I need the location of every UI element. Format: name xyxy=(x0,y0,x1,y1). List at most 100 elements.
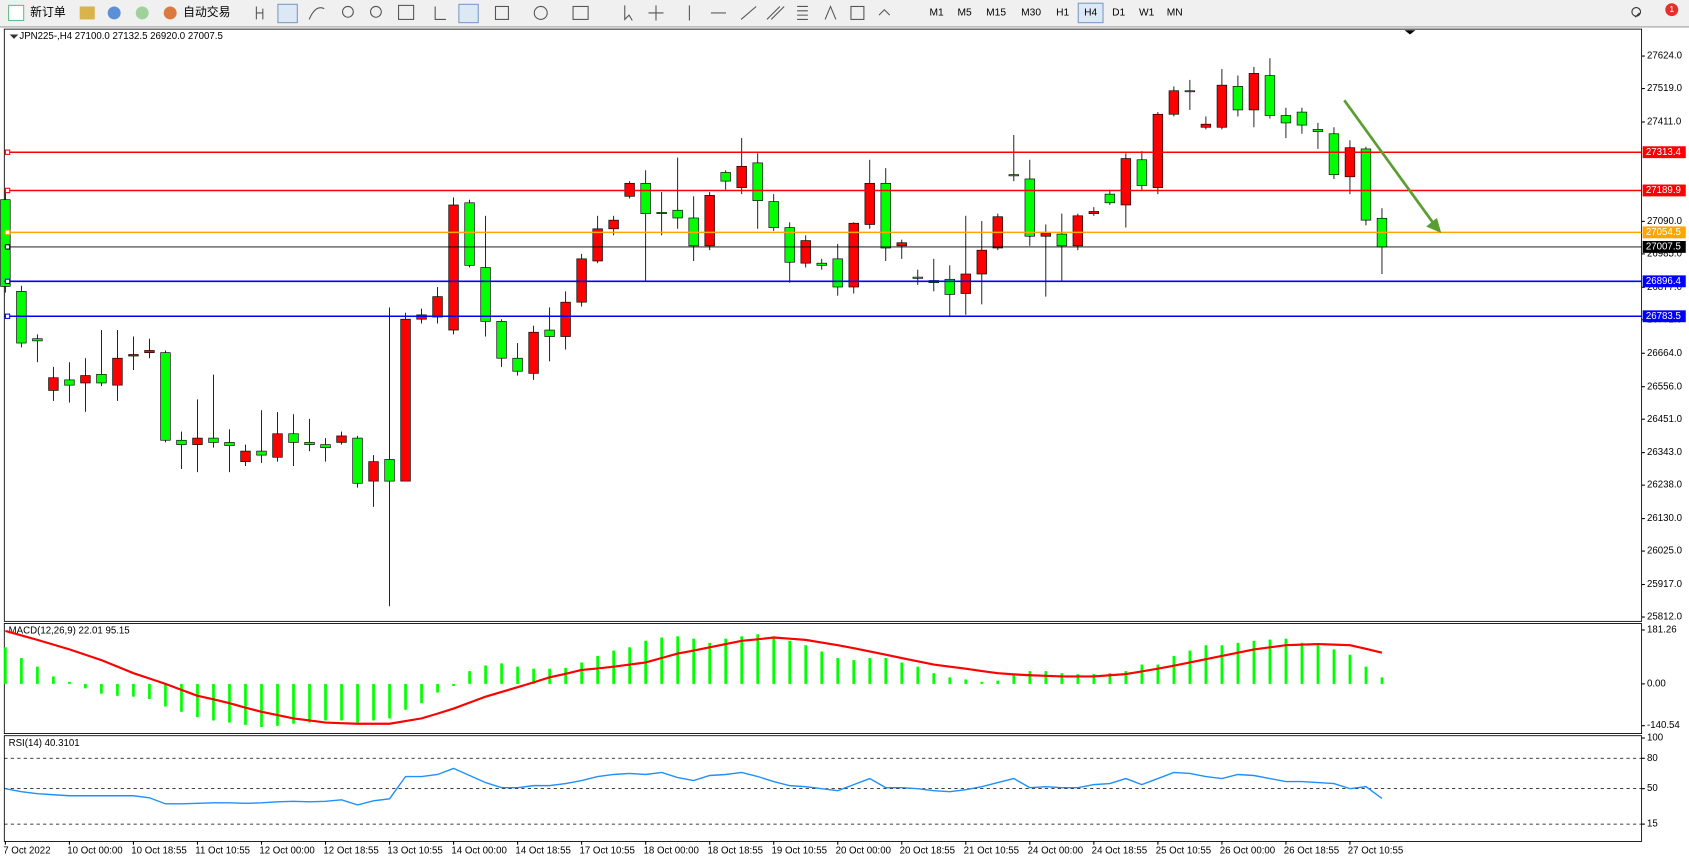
candle-body xyxy=(560,301,571,337)
candle-body xyxy=(656,212,667,214)
template-tool[interactable] xyxy=(572,5,589,20)
notification-badge xyxy=(1665,3,1679,17)
candle-body xyxy=(80,375,91,384)
auto-trading-label: 自动交易 xyxy=(183,5,230,19)
candle-body xyxy=(576,258,587,303)
candle-body xyxy=(1216,84,1228,128)
y-tick-label: 0.00 xyxy=(1647,678,1666,689)
candle-body xyxy=(1120,158,1132,206)
period-tool[interactable] xyxy=(533,5,548,20)
y-tick-label: 181.26 xyxy=(1647,625,1677,636)
candle-body xyxy=(1280,115,1292,124)
y-tick-label: 26877.0 xyxy=(1647,282,1683,293)
level-label: 26896.4 xyxy=(1646,276,1682,287)
level-label-bg xyxy=(1642,184,1686,197)
notification[interactable]: 1 xyxy=(1665,3,1679,17)
candle-body xyxy=(1040,232,1051,237)
tool-icon[interactable] xyxy=(135,6,149,20)
zoom-out-tool[interactable] xyxy=(370,5,382,18)
candle-body xyxy=(752,162,763,201)
zoom-in-tool[interactable] xyxy=(342,5,354,18)
tile-tool[interactable] xyxy=(398,4,415,20)
channel-tool[interactable] xyxy=(766,6,785,20)
candle-body xyxy=(400,318,411,482)
x-tick-label: 24 Oct 00:00 xyxy=(1028,846,1084,857)
new-order-button[interactable]: 新订单 xyxy=(8,4,66,22)
timeframe-button[interactable]: M15 xyxy=(986,8,1006,19)
y-tick-label: 25812.0 xyxy=(1647,612,1683,623)
search-icon[interactable] xyxy=(1631,7,1642,18)
level-handle xyxy=(4,149,11,155)
timeframe-button[interactable]: M1 xyxy=(929,8,944,19)
y-tick-label: 27519.0 xyxy=(1647,83,1683,94)
candle-body xyxy=(944,278,955,295)
candle-body xyxy=(352,437,363,484)
candle-body xyxy=(160,352,171,441)
x-tick-label: 17 Oct 10:55 xyxy=(579,846,634,857)
x-tick-label: 19 Oct 10:55 xyxy=(772,846,827,857)
y-tick-label: 26556.0 xyxy=(1647,381,1683,392)
timeframe-button[interactable]: D1 xyxy=(1112,8,1125,19)
y-tick-label: 27411.0 xyxy=(1647,117,1682,128)
y-tick-label: 26664.0 xyxy=(1647,348,1683,359)
candle-body xyxy=(1024,178,1035,237)
y-tick-label: 15 xyxy=(1647,819,1658,830)
tool-icon[interactable] xyxy=(79,6,95,20)
autoscroll-tool[interactable] xyxy=(434,6,446,20)
candle-body xyxy=(1072,215,1084,247)
auto-trading-icon xyxy=(163,6,177,20)
line-chart-tool[interactable] xyxy=(308,7,325,20)
auto-trading-button[interactable]: 自动交易 xyxy=(163,5,231,20)
candle-body xyxy=(272,433,283,458)
y-tick-label: 26985.0 xyxy=(1647,248,1683,259)
timeframe-button[interactable]: H1 xyxy=(1056,8,1069,19)
candle-body xyxy=(1344,147,1356,178)
level-label: 27189.9 xyxy=(1646,185,1681,196)
main-panel xyxy=(3,28,1643,622)
candle-body xyxy=(240,450,251,462)
candle-body xyxy=(32,338,43,342)
candle-body xyxy=(128,354,139,357)
level-label: 27007.5 xyxy=(1646,241,1681,252)
fibo-tool[interactable] xyxy=(797,5,808,20)
x-tick-label: 13 Oct 10:55 xyxy=(387,846,442,857)
notification-count: 1 xyxy=(1669,4,1674,14)
bar-chart-tool[interactable] xyxy=(255,6,264,20)
timeframe-button[interactable]: W1 xyxy=(1139,8,1155,19)
indicator-tool[interactable] xyxy=(494,5,509,20)
timeframe-button[interactable]: MN xyxy=(1167,8,1183,19)
text-tool[interactable] xyxy=(824,5,837,20)
chart-tools xyxy=(255,3,891,24)
timeframe-button[interactable]: M30 xyxy=(1021,8,1041,19)
x-tick-label: 10 Oct 00:00 xyxy=(67,846,123,857)
candle-body xyxy=(432,296,443,318)
level-handle xyxy=(4,313,11,319)
x-tick-label: 24 Oct 18:55 xyxy=(1092,846,1147,857)
timeframe-button[interactable]: M5 xyxy=(958,8,973,19)
arrow-shaft xyxy=(1343,99,1434,224)
candle-body xyxy=(448,204,459,331)
timeframe-button[interactable]: H4 xyxy=(1084,8,1097,19)
shift-tool[interactable] xyxy=(458,3,479,24)
candle-body xyxy=(720,172,731,182)
label-tool[interactable] xyxy=(850,5,865,20)
level-handle xyxy=(4,278,11,285)
crosshair-tool[interactable] xyxy=(648,5,664,21)
level-label-bg xyxy=(1642,240,1686,253)
candle-body xyxy=(768,201,779,228)
x-tick-label: 11 Oct 10:55 xyxy=(195,846,250,857)
candle-body xyxy=(704,195,715,247)
cursor-tool[interactable] xyxy=(624,5,633,21)
candle-body xyxy=(592,228,603,262)
arrow-tool[interactable] xyxy=(878,8,891,16)
level-label: 27054.5 xyxy=(1646,227,1681,238)
level-handle xyxy=(4,187,11,194)
tool-icon[interactable] xyxy=(107,6,121,20)
trend-arrow xyxy=(1343,99,1442,234)
plot-area: 27624.0 27519.0 27411.0 27090.0 26985.0 26877… xyxy=(0,31,1686,857)
candle-body xyxy=(480,267,491,322)
candle-body xyxy=(1328,133,1340,175)
trendline-tool[interactable] xyxy=(740,6,757,20)
candle-tool[interactable] xyxy=(277,3,298,24)
